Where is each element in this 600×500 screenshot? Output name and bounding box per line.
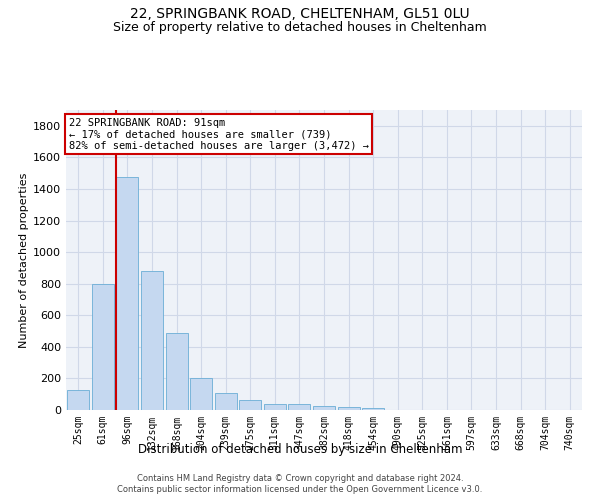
Bar [141, 271, 163, 410]
Text: Contains HM Land Registry data © Crown copyright and database right 2024.: Contains HM Land Registry data © Crown c… [137, 474, 463, 483]
Bar [313, 406, 335, 410]
Bar [116, 177, 139, 410]
Text: 22 SPRINGBANK ROAD: 91sqm
← 17% of detached houses are smaller (739)
82% of semi: 22 SPRINGBANK ROAD: 91sqm ← 17% of detac… [68, 118, 368, 150]
Text: Size of property relative to detached houses in Cheltenham: Size of property relative to detached ho… [113, 21, 487, 34]
Bar [166, 332, 188, 410]
Bar [190, 378, 212, 410]
Bar [92, 284, 114, 410]
Text: Distribution of detached houses by size in Cheltenham: Distribution of detached houses by size … [138, 442, 462, 456]
Bar [289, 404, 310, 410]
Bar [362, 408, 384, 410]
Y-axis label: Number of detached properties: Number of detached properties [19, 172, 29, 348]
Bar [239, 400, 262, 410]
Text: Contains public sector information licensed under the Open Government Licence v3: Contains public sector information licen… [118, 485, 482, 494]
Text: 22, SPRINGBANK ROAD, CHELTENHAM, GL51 0LU: 22, SPRINGBANK ROAD, CHELTENHAM, GL51 0L… [130, 8, 470, 22]
Bar [67, 390, 89, 410]
Bar [215, 394, 237, 410]
Bar [338, 407, 359, 410]
Bar [264, 404, 286, 410]
